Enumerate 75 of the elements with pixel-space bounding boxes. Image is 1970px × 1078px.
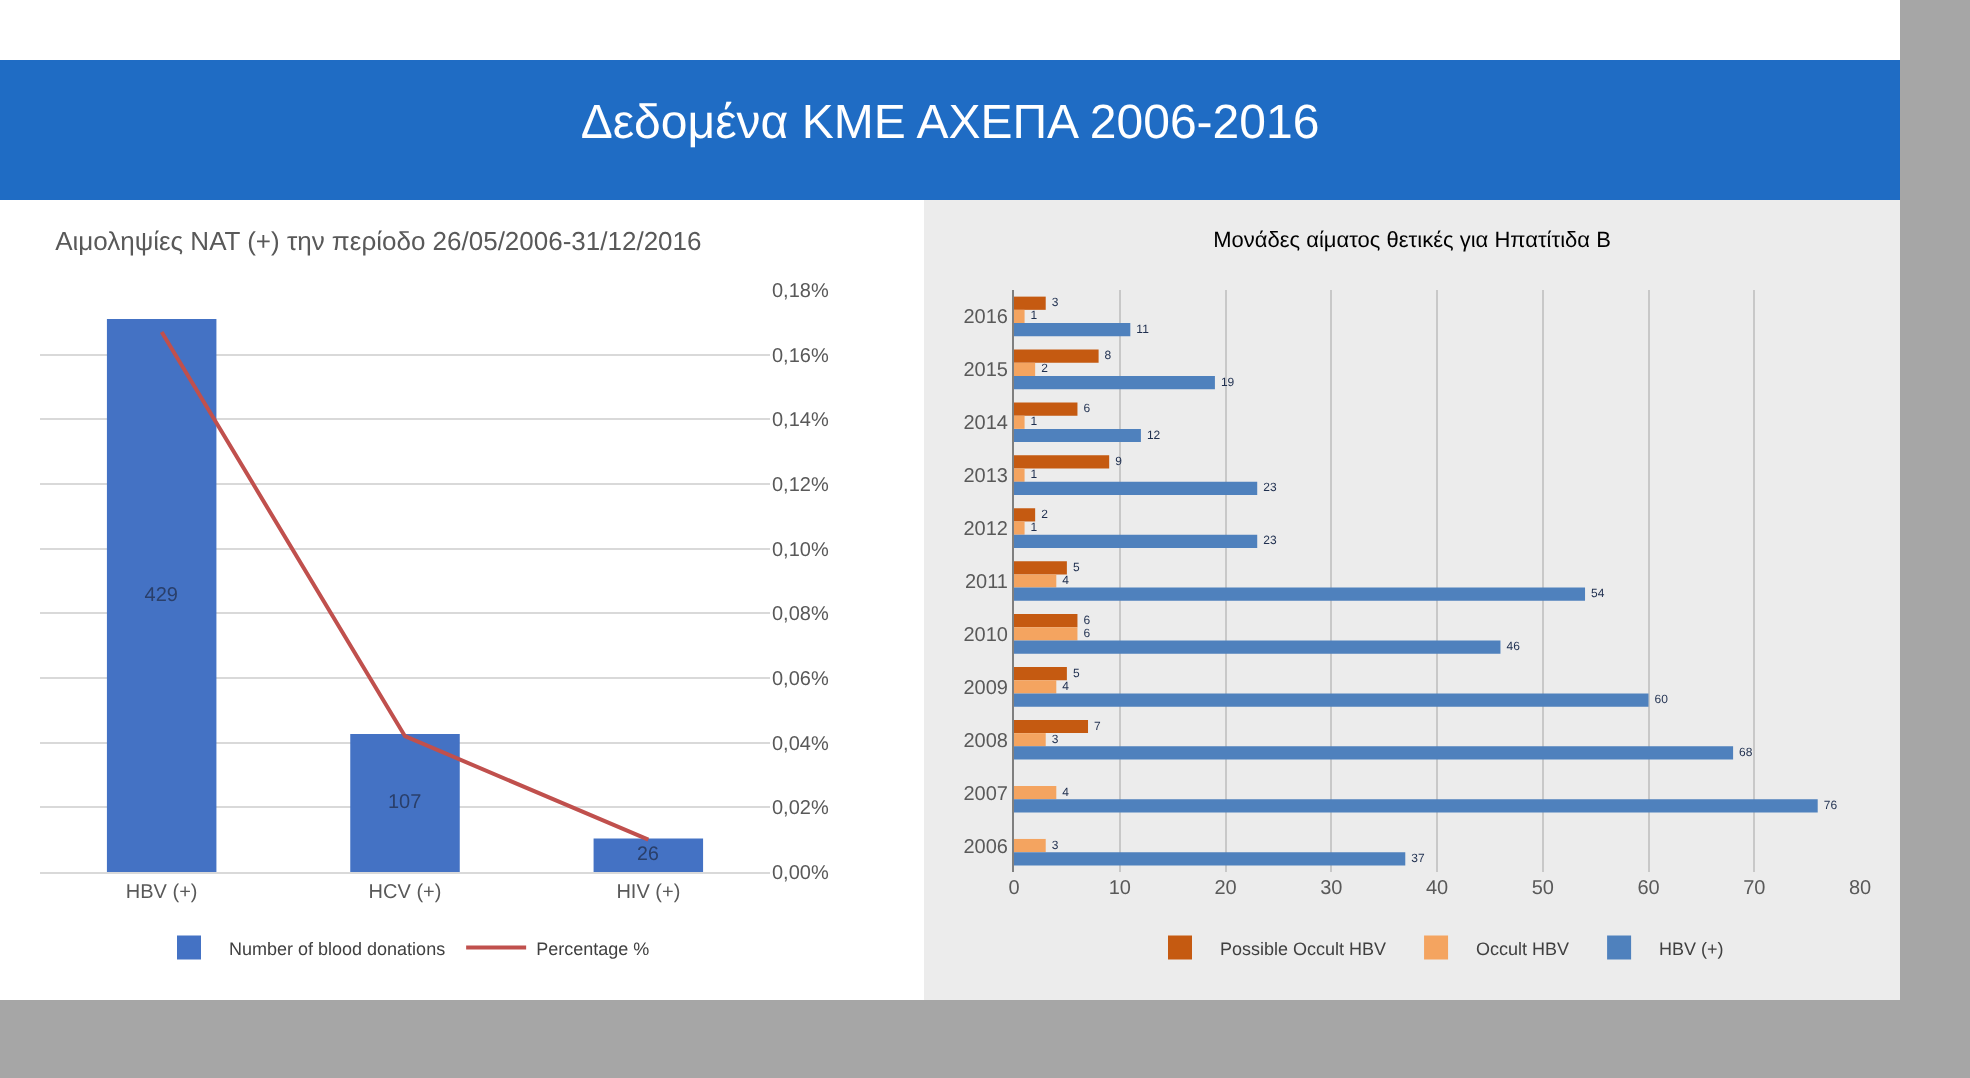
x-tick-label: 50 bbox=[1531, 878, 1555, 900]
bar bbox=[1014, 587, 1586, 601]
bar bbox=[1014, 428, 1141, 443]
y2-tick-label: 0,16% bbox=[772, 345, 829, 368]
y-tick-label: 2011 bbox=[964, 572, 1009, 594]
y-tick-label: 2008 bbox=[963, 730, 1009, 753]
bar bbox=[1014, 402, 1078, 416]
bar bbox=[1014, 468, 1025, 482]
x-tick-label: 70 bbox=[1743, 878, 1767, 900]
y-tick-label: 2012 bbox=[963, 519, 1009, 542]
data-label: 429 bbox=[144, 584, 179, 607]
bar bbox=[1014, 309, 1025, 324]
bar bbox=[1014, 534, 1258, 548]
bar bbox=[1014, 693, 1649, 707]
x-tick-label: 0 bbox=[1008, 878, 1021, 900]
bar bbox=[1014, 561, 1067, 575]
bar bbox=[1014, 508, 1036, 522]
y-tick-label: 2007 bbox=[963, 783, 1009, 806]
bar bbox=[1014, 786, 1057, 800]
bar bbox=[1014, 799, 1818, 813]
y-tick-label: 2014 bbox=[963, 413, 1009, 436]
bar bbox=[1014, 733, 1046, 747]
bar bbox=[1014, 838, 1046, 853]
x-tick-label: 80 bbox=[1848, 878, 1872, 900]
legend-label: Number of blood donations bbox=[229, 938, 447, 959]
x-tick-label: 20 bbox=[1214, 878, 1238, 900]
x-tick-label: HCV (+) bbox=[368, 882, 442, 904]
bar bbox=[1014, 719, 1089, 734]
chart-title: Αιμοληψίες NAT (+) την περίοδο 26/05/2006-31/12/2016 bbox=[55, 226, 702, 257]
legend-label: Percentage % bbox=[536, 938, 650, 959]
x-tick-label: HIV (+) bbox=[616, 882, 681, 904]
chart-title: Μονάδες αίματος θετικές για Ηπατίτιδα Β bbox=[1213, 229, 1611, 254]
data-label: 26 bbox=[637, 844, 659, 867]
x-tick-label: 60 bbox=[1637, 878, 1661, 900]
y2-tick-label: 0,08% bbox=[772, 604, 829, 627]
x-tick-label: 30 bbox=[1320, 878, 1344, 900]
bar bbox=[1014, 375, 1215, 390]
bar bbox=[1014, 362, 1036, 376]
x-tick-label: HBV (+) bbox=[125, 882, 198, 904]
bar bbox=[1014, 349, 1099, 363]
bar bbox=[1014, 574, 1057, 588]
y-tick-label: 2006 bbox=[963, 836, 1009, 859]
y2-tick-label: 0,04% bbox=[772, 733, 829, 756]
y2-tick-label: 0,12% bbox=[772, 475, 829, 497]
y-tick-label: 2009 bbox=[963, 677, 1009, 700]
y-tick-label: 2013 bbox=[963, 466, 1009, 489]
bar bbox=[1014, 680, 1057, 694]
bar bbox=[1014, 481, 1258, 496]
y-tick-label: 2010 bbox=[963, 624, 1009, 647]
bar bbox=[1014, 415, 1025, 429]
y2-tick-label: 0,10% bbox=[772, 539, 829, 562]
bar bbox=[1014, 666, 1067, 681]
x-tick-label: 10 bbox=[1108, 878, 1132, 900]
y2-tick-label: 0,06% bbox=[772, 669, 829, 691]
y2-tick-label: 0,02% bbox=[772, 798, 829, 821]
text: Δεδομένα ΚΜΕ ΑΧΕΠΑ 2006-2016 bbox=[578, 96, 1322, 152]
legend-label: Possible Occult HBV bbox=[1220, 938, 1387, 959]
bar bbox=[1014, 852, 1406, 866]
bar bbox=[1014, 323, 1131, 337]
bar bbox=[1014, 640, 1501, 654]
legend-label: Occult HBV bbox=[1476, 938, 1570, 959]
y2-tick-label: 0,00% bbox=[772, 863, 829, 885]
x-tick-label: 40 bbox=[1425, 878, 1449, 900]
bar bbox=[1014, 746, 1734, 760]
bar bbox=[1014, 296, 1046, 310]
bar bbox=[1014, 521, 1025, 535]
y2-tick-label: 0,18% bbox=[772, 281, 829, 303]
bar bbox=[1014, 614, 1078, 628]
y-tick-label: 2015 bbox=[963, 360, 1009, 383]
data-label: 107 bbox=[387, 792, 423, 815]
legend-label: HBV (+) bbox=[1659, 938, 1724, 959]
bar bbox=[1014, 627, 1078, 641]
bar bbox=[1014, 455, 1110, 469]
y-tick-label: 2016 bbox=[963, 307, 1009, 330]
y2-tick-label: 0,14% bbox=[772, 410, 829, 433]
